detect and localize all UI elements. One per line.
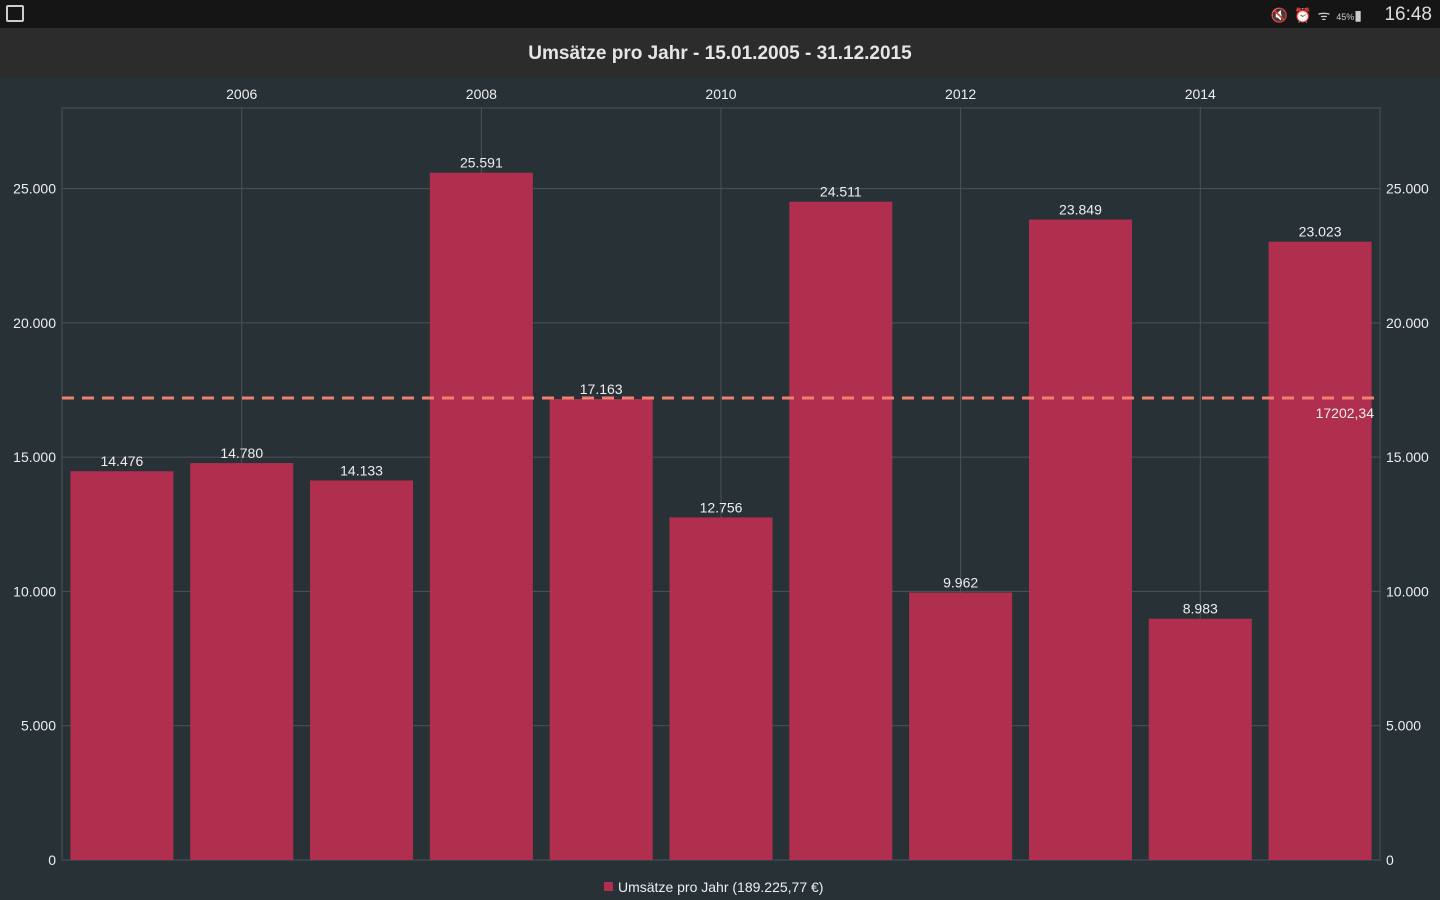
y-tick-label-left: 15.000 <box>13 449 56 465</box>
x-tick-label: 2008 <box>466 86 497 102</box>
y-tick-label-right: 10.000 <box>1386 583 1429 599</box>
bar-value-label: 23.849 <box>1059 201 1102 217</box>
bar-2008 <box>429 172 533 860</box>
bar-value-label: 12.756 <box>700 499 743 515</box>
y-tick-label-right: 5.000 <box>1386 718 1421 734</box>
bar-value-label: 14.133 <box>340 462 383 478</box>
status-icons: 🔇⏰ᯤ45%▮ <box>1270 7 1368 23</box>
y-tick-label-right: 25.000 <box>1386 181 1429 197</box>
app-notification-icon <box>6 5 24 22</box>
bar-2015 <box>1268 241 1372 861</box>
bar-2005 <box>70 471 174 860</box>
legend-label: Umsätze pro Jahr (189.225,77 €) <box>618 879 823 895</box>
x-tick-label: 2012 <box>945 86 976 102</box>
bar-2010 <box>669 517 773 860</box>
bar-value-label: 14.476 <box>100 453 143 469</box>
bar-2013 <box>1028 219 1132 860</box>
y-tick-label-left: 5.000 <box>21 718 56 734</box>
bar-value-label: 24.511 <box>820 184 862 200</box>
bar-value-label: 25.591 <box>460 155 503 171</box>
clock: 16:48 <box>1384 4 1432 25</box>
y-tick-label-right: 15.000 <box>1386 449 1429 465</box>
chart-title: Umsätze pro Jahr - 15.01.2005 - 31.12.20… <box>0 28 1440 78</box>
bar-2011 <box>789 201 893 860</box>
bar-value-label: 9.962 <box>943 574 978 590</box>
bar-2006 <box>190 463 294 860</box>
bar-value-label: 23.023 <box>1299 224 1342 240</box>
bar-value-label: 8.983 <box>1183 601 1218 617</box>
y-tick-label-left: 10.000 <box>13 583 56 599</box>
legend-swatch <box>604 882 613 891</box>
y-tick-label-left: 25.000 <box>13 181 56 197</box>
bar-2014 <box>1148 618 1252 860</box>
bar-2007 <box>310 480 414 860</box>
x-tick-label: 2014 <box>1185 86 1216 102</box>
bar-2009 <box>549 399 653 860</box>
y-tick-label-right: 0 <box>1386 852 1394 868</box>
y-tick-label-left: 0 <box>48 852 56 868</box>
bar-value-label: 17.163 <box>580 381 623 397</box>
average-line-label: 17202,34 <box>1316 405 1375 421</box>
x-tick-label: 2010 <box>705 86 736 102</box>
status-bar: 🔇⏰ᯤ45%▮ 16:48 <box>0 0 1440 28</box>
y-tick-label-left: 20.000 <box>13 315 56 331</box>
x-tick-label: 2006 <box>226 86 257 102</box>
battery-level: 45% <box>1336 12 1355 22</box>
bar-2012 <box>909 592 1013 860</box>
bar-value-label: 14.780 <box>220 445 263 461</box>
y-tick-label-right: 20.000 <box>1386 315 1429 331</box>
